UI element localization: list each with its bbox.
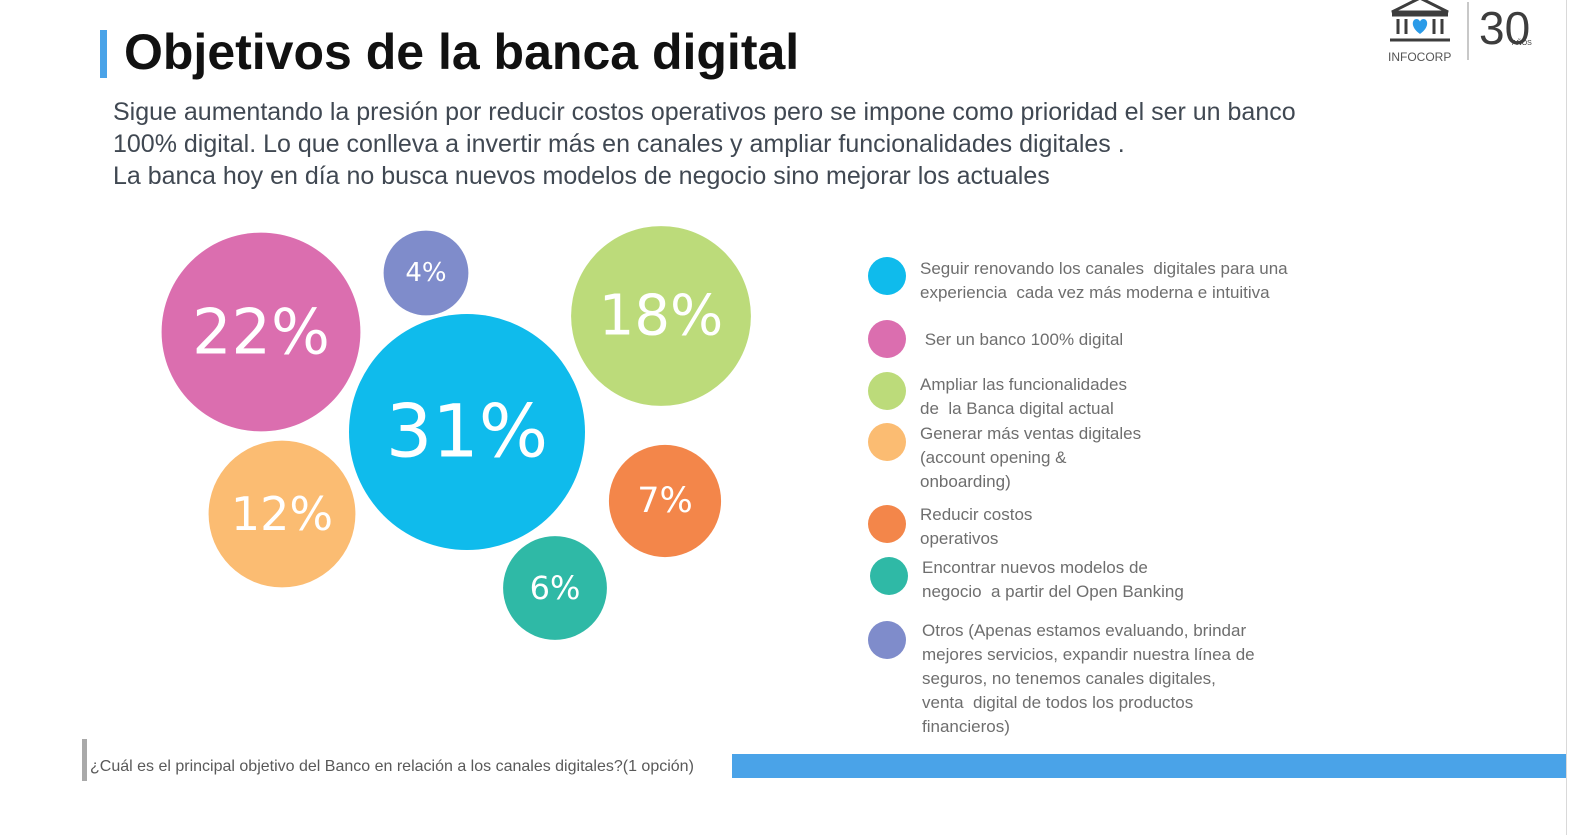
title-accent-bar <box>100 30 107 78</box>
survey-question: ¿Cuál es el principal objetivo del Banco… <box>90 758 694 775</box>
legend-label: Ampliar las funcionalidades de la Banca d… <box>920 373 1320 421</box>
bubble-value-label: 7% <box>637 481 693 521</box>
logo-anniversary-label: AÑOS <box>1512 38 1532 47</box>
legend-label-line: (account opening & <box>920 448 1067 467</box>
bubble-value-label: 4% <box>405 258 446 288</box>
legend-swatch <box>868 372 906 410</box>
legend-label-line: de la Banca digital actual <box>920 399 1114 418</box>
legend-label-line: Ser un banco 100% digital <box>920 330 1124 349</box>
logo-wordmark: INFOCORP <box>1388 50 1452 64</box>
legend-swatch <box>868 320 906 358</box>
legend-label-line: venta digital de todos los productos <box>922 693 1194 712</box>
bubble <box>349 314 585 550</box>
logo-anniversary-number: 30 <box>1479 2 1530 54</box>
infocorp-30-logo: 30 AÑOS <box>1390 0 1532 60</box>
intro-paragraph: Sigue aumentando la presión por reducir … <box>113 96 1296 192</box>
legend-label: Seguir renovando los canales digitales p… <box>920 257 1320 305</box>
legend-label: Otros (Apenas estamos evaluando, brindar… <box>922 619 1322 739</box>
bubble <box>208 440 356 588</box>
legend-label-line: seguros, no tenemos canales digitales, <box>922 669 1216 688</box>
legend-label-line: negocio a partir del Open Banking <box>922 582 1184 601</box>
legend-swatch <box>868 257 906 295</box>
bubble-value-label: 22% <box>192 296 330 369</box>
legend-label-line: operativos <box>920 529 999 548</box>
footer-band <box>732 754 1566 778</box>
legend-swatch <box>868 505 906 543</box>
legend-label: Encontrar nuevos modelos de negocio a par… <box>922 556 1322 604</box>
legend-swatch <box>868 621 906 659</box>
intro-line: La banca hoy en día no busca nuevos mode… <box>113 162 1050 190</box>
bubble <box>161 232 361 432</box>
legend-label-line: Otros (Apenas estamos evaluando, brindar <box>922 621 1247 640</box>
bubble <box>608 444 722 558</box>
legend-label-line: mejores servicios, expandir nuestra líne… <box>922 645 1255 664</box>
legend-label-line: onboarding) <box>920 472 1011 491</box>
legend-label: Reducir costos operativos <box>920 503 1320 551</box>
bubble <box>571 226 751 406</box>
legend-label-line: Seguir renovando los canales digitales p… <box>920 259 1288 278</box>
intro-line: 100% digital. Lo que conlleva a invertir… <box>113 130 1125 158</box>
bubble-chart: 31% 22% 18% 12% 7% 6% 4% <box>161 226 751 640</box>
legend-swatch <box>870 557 908 595</box>
legend-label-line: Reducir costos <box>920 505 1033 524</box>
bank-building-heart-icon <box>1390 0 1450 42</box>
heart-icon <box>1412 19 1428 34</box>
legend-label-line: financieros) <box>922 717 1010 736</box>
legend-label: Ser un banco 100% digital <box>920 328 1320 352</box>
intro-line: Sigue aumentando la presión por reducir … <box>113 98 1296 126</box>
bubble-value-label: 31% <box>386 390 548 475</box>
bubble <box>503 536 607 640</box>
page-title: Objetivos de la banca digital <box>124 24 800 80</box>
page-edge-line <box>1566 0 1567 835</box>
legend-label-line: Ampliar las funcionalidades <box>920 375 1127 394</box>
question-accent-bar <box>82 739 87 781</box>
legend-label-line: Generar más ventas digitales <box>920 424 1142 443</box>
bubble-value-label: 6% <box>530 569 581 607</box>
legend-swatch <box>868 423 906 461</box>
legend-label: Generar más ventas digitales (account ope… <box>920 422 1320 494</box>
legend-label-line: experiencia cada vez más moderna e intui… <box>920 283 1270 302</box>
bubble-value-label: 18% <box>599 284 723 349</box>
bubble <box>383 230 469 316</box>
bubble-value-label: 12% <box>231 487 333 541</box>
legend-label-line: Encontrar nuevos modelos de <box>922 558 1148 577</box>
